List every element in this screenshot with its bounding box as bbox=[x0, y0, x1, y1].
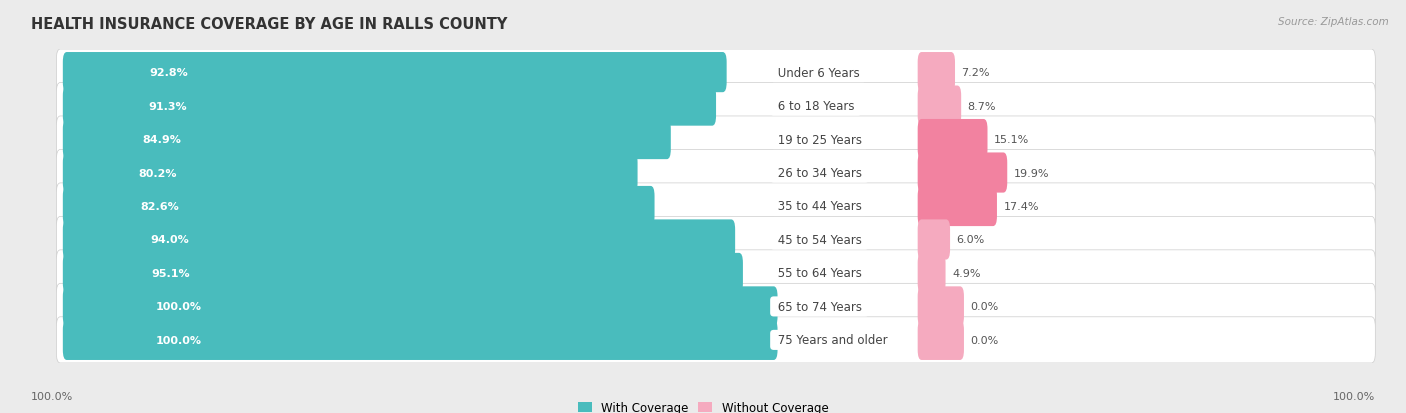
FancyBboxPatch shape bbox=[918, 153, 1007, 193]
FancyBboxPatch shape bbox=[56, 284, 1375, 330]
Text: HEALTH INSURANCE COVERAGE BY AGE IN RALLS COUNTY: HEALTH INSURANCE COVERAGE BY AGE IN RALL… bbox=[31, 17, 508, 31]
FancyBboxPatch shape bbox=[918, 287, 965, 327]
FancyBboxPatch shape bbox=[63, 253, 742, 293]
FancyBboxPatch shape bbox=[56, 250, 1375, 296]
FancyBboxPatch shape bbox=[918, 53, 955, 93]
Text: 45 to 54 Years: 45 to 54 Years bbox=[773, 233, 865, 247]
FancyBboxPatch shape bbox=[918, 120, 987, 160]
Text: 0.0%: 0.0% bbox=[970, 301, 998, 312]
Text: 100.0%: 100.0% bbox=[156, 301, 201, 312]
Text: 4.9%: 4.9% bbox=[952, 268, 980, 278]
FancyBboxPatch shape bbox=[63, 287, 778, 327]
FancyBboxPatch shape bbox=[56, 317, 1375, 363]
Text: 91.3%: 91.3% bbox=[148, 101, 187, 112]
FancyBboxPatch shape bbox=[56, 183, 1375, 230]
FancyBboxPatch shape bbox=[63, 220, 735, 260]
FancyBboxPatch shape bbox=[63, 86, 716, 126]
FancyBboxPatch shape bbox=[63, 153, 637, 193]
Text: 15.1%: 15.1% bbox=[994, 135, 1029, 145]
Text: 6.0%: 6.0% bbox=[956, 235, 984, 245]
Text: 100.0%: 100.0% bbox=[1333, 391, 1375, 401]
Text: 26 to 34 Years: 26 to 34 Years bbox=[773, 166, 866, 180]
Text: 94.0%: 94.0% bbox=[150, 235, 188, 245]
FancyBboxPatch shape bbox=[63, 320, 778, 360]
FancyBboxPatch shape bbox=[63, 186, 655, 227]
Text: 7.2%: 7.2% bbox=[962, 68, 990, 78]
Text: 19 to 25 Years: 19 to 25 Years bbox=[773, 133, 866, 146]
FancyBboxPatch shape bbox=[918, 220, 950, 260]
Text: 92.8%: 92.8% bbox=[149, 68, 188, 78]
FancyBboxPatch shape bbox=[918, 320, 965, 360]
FancyBboxPatch shape bbox=[918, 253, 946, 293]
Text: 0.0%: 0.0% bbox=[970, 335, 998, 345]
Text: 65 to 74 Years: 65 to 74 Years bbox=[773, 300, 866, 313]
FancyBboxPatch shape bbox=[56, 83, 1375, 129]
Text: 17.4%: 17.4% bbox=[1004, 202, 1039, 211]
Text: 55 to 64 Years: 55 to 64 Years bbox=[773, 267, 865, 280]
FancyBboxPatch shape bbox=[56, 150, 1375, 196]
Text: 95.1%: 95.1% bbox=[152, 268, 190, 278]
Text: Under 6 Years: Under 6 Years bbox=[773, 66, 863, 79]
Text: 80.2%: 80.2% bbox=[139, 168, 177, 178]
Text: 35 to 44 Years: 35 to 44 Years bbox=[773, 200, 865, 213]
FancyBboxPatch shape bbox=[56, 117, 1375, 163]
Text: 75 Years and older: 75 Years and older bbox=[773, 334, 891, 347]
FancyBboxPatch shape bbox=[56, 217, 1375, 263]
FancyBboxPatch shape bbox=[918, 86, 962, 126]
Text: 82.6%: 82.6% bbox=[141, 202, 180, 211]
Text: 84.9%: 84.9% bbox=[142, 135, 181, 145]
Text: 8.7%: 8.7% bbox=[967, 101, 995, 112]
FancyBboxPatch shape bbox=[63, 53, 727, 93]
Legend: With Coverage, Without Coverage: With Coverage, Without Coverage bbox=[578, 401, 828, 413]
Text: 100.0%: 100.0% bbox=[156, 335, 201, 345]
FancyBboxPatch shape bbox=[918, 186, 997, 227]
FancyBboxPatch shape bbox=[56, 50, 1375, 96]
Text: 100.0%: 100.0% bbox=[31, 391, 73, 401]
Text: 6 to 18 Years: 6 to 18 Years bbox=[773, 100, 858, 113]
Text: Source: ZipAtlas.com: Source: ZipAtlas.com bbox=[1278, 17, 1389, 26]
FancyBboxPatch shape bbox=[63, 120, 671, 160]
Text: 19.9%: 19.9% bbox=[1014, 168, 1049, 178]
